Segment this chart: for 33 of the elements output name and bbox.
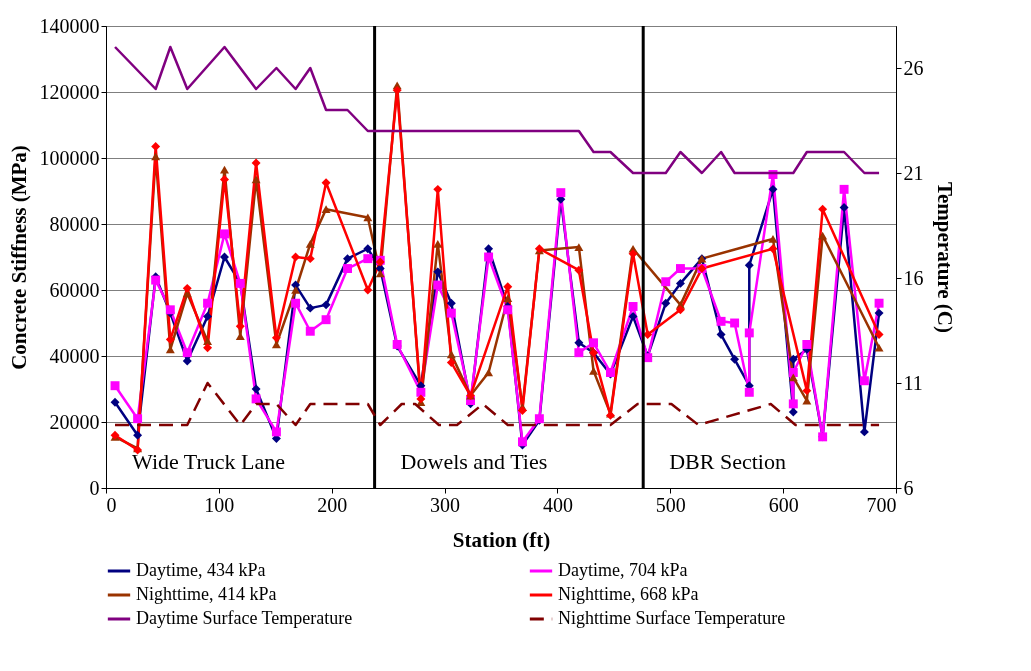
legend-label: Daytime, 434 kPa xyxy=(136,560,266,580)
annotation: Dowels and Ties xyxy=(400,449,548,474)
y-axis-title: Concrete Stiffness (MPa) xyxy=(6,145,31,370)
x-tick-label: 700 xyxy=(866,493,897,516)
legend-label: Daytime, 704 kPa xyxy=(558,560,688,580)
annotation: DBR Section xyxy=(669,449,786,474)
y2-tick-label: 21 xyxy=(903,161,924,184)
y2-tick-label: 26 xyxy=(903,56,924,79)
y2-tick-label: 11 xyxy=(903,371,923,394)
y-tick-label: 100000 xyxy=(39,146,100,169)
legend-label: Daytime Surface Temperature xyxy=(136,608,353,628)
x-tick-label: 400 xyxy=(542,493,573,516)
y-tick-label: 20000 xyxy=(49,410,100,433)
legend-label: Nighttime, 414 kPa xyxy=(136,584,277,604)
y-tick-label: 120000 xyxy=(39,80,100,103)
x-tick-label: 300 xyxy=(430,493,461,516)
y-tick-label: 140000 xyxy=(39,14,100,37)
x-tick-label: 0 xyxy=(106,493,117,516)
y-tick-label: 60000 xyxy=(49,278,100,301)
legend-label: Nighttime Surface Temperature xyxy=(558,608,786,628)
y2-tick-label: 16 xyxy=(903,266,924,289)
y-tick-label: 40000 xyxy=(49,344,100,367)
x-tick-label: 600 xyxy=(768,493,799,516)
x-tick-label: 500 xyxy=(655,493,686,516)
y2-axis-title: Temperature (C) xyxy=(932,181,957,334)
x-axis-title: Station (ft) xyxy=(452,527,551,552)
annotation: Wide Truck Lane xyxy=(132,449,286,474)
y-tick-label: 80000 xyxy=(49,212,100,235)
x-tick-label: 200 xyxy=(317,493,348,516)
y-tick-label: 0 xyxy=(89,476,100,499)
x-tick-label: 100 xyxy=(204,493,235,516)
legend-label: Nighttime, 668 kPa xyxy=(558,584,699,604)
y2-tick-label: 6 xyxy=(903,476,914,499)
